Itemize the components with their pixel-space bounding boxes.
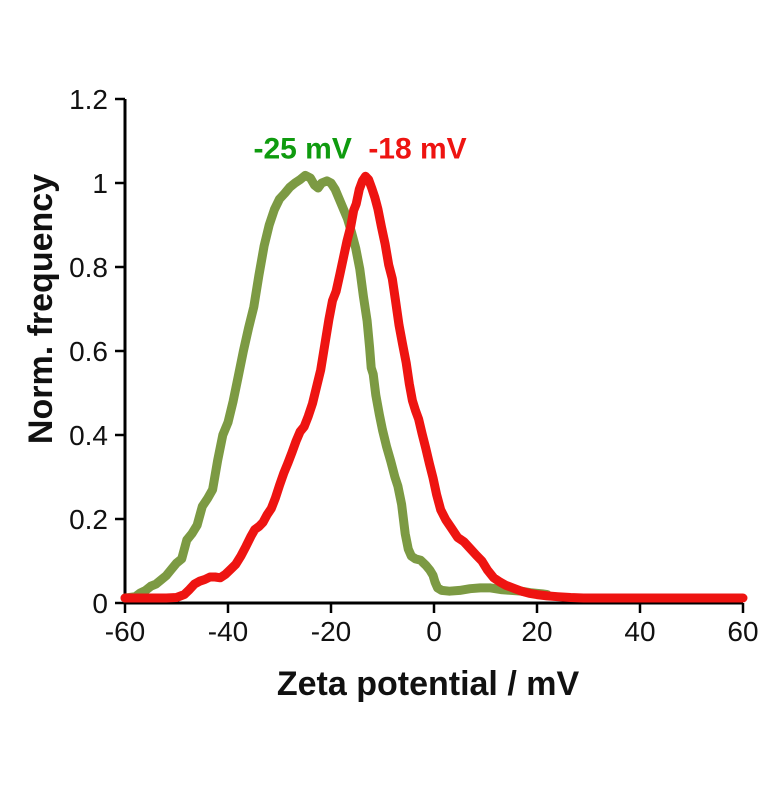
y-tick-label: 0.8 xyxy=(69,252,108,283)
green-peak-label: -25 mV xyxy=(253,133,351,166)
axis-frame xyxy=(123,99,743,605)
x-tick-labels: -60 -40 -20 0 20 40 60 xyxy=(105,616,759,647)
red-distribution-curve xyxy=(120,171,748,603)
x-tick-label: -40 xyxy=(208,616,248,647)
y-tick-labels: 0 0.2 0.4 0.6 0.8 1 1.2 xyxy=(69,84,108,619)
y-tick-label: 0.2 xyxy=(69,504,108,535)
peak-annotations: -25 mV -18 mV xyxy=(253,133,466,166)
x-axis-title: Zeta potential / mV xyxy=(277,665,580,703)
y-tick-label: 1 xyxy=(92,168,108,199)
green-distribution-curve xyxy=(120,170,552,603)
red-peak-label: -18 mV xyxy=(368,133,466,166)
y-axis-title: Norm. frequency xyxy=(22,174,60,444)
y-tick-label: 0 xyxy=(92,588,108,619)
x-tick-label: 20 xyxy=(521,616,552,647)
x-tick-label: 60 xyxy=(727,616,758,647)
x-tick-label: -60 xyxy=(105,616,145,647)
axis-ticks xyxy=(115,97,745,613)
x-tick-label: 0 xyxy=(426,616,442,647)
y-tick-label: 1.2 xyxy=(69,84,108,115)
y-tick-label: 0.6 xyxy=(69,336,108,367)
data-series xyxy=(120,170,748,603)
x-tick-label: -20 xyxy=(311,616,351,647)
y-tick-label: 0.4 xyxy=(69,420,108,451)
x-tick-label: 40 xyxy=(624,616,655,647)
